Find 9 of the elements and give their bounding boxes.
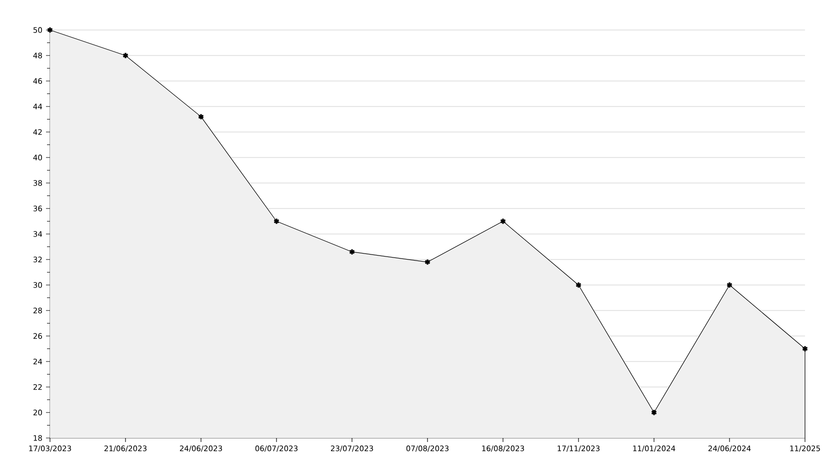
point [650,409,658,416]
point [424,258,431,266]
point [500,218,506,225]
point [575,282,582,288]
point [273,218,280,225]
point [348,248,356,256]
point [198,113,204,120]
point [122,52,129,59]
point [726,282,733,288]
